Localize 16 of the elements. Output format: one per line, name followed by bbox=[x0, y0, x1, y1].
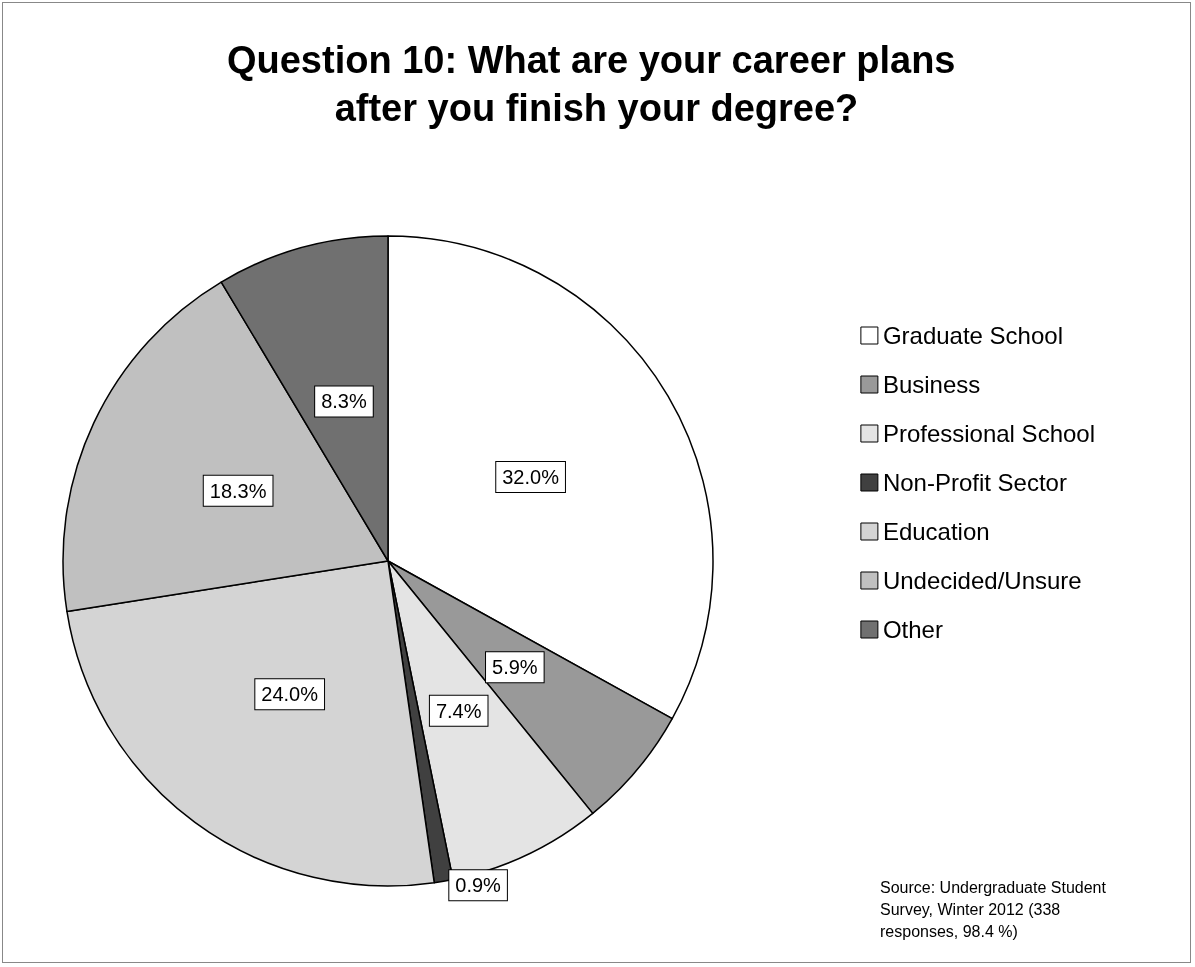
data-label: 8.3% bbox=[321, 390, 367, 413]
legend-label: Non-Profit Sector bbox=[882, 469, 1067, 496]
data-label: 32.0% bbox=[502, 466, 560, 489]
data-label: 7.4% bbox=[435, 699, 482, 722]
legend-label: Education bbox=[882, 518, 990, 545]
data-label: 5.9% bbox=[492, 656, 538, 679]
data-label: 18.3% bbox=[209, 479, 267, 502]
source-note: Source: Undergraduate Student Survey, Winter 2012 (338 responses, 98.4 %) bbox=[880, 878, 1111, 940]
legend-label: Other bbox=[882, 616, 943, 643]
legend-label: Professional School bbox=[882, 420, 1095, 447]
legend-label: Undecided/Unsure bbox=[882, 567, 1082, 594]
data-label: 0.9% bbox=[455, 874, 502, 897]
chart-title: Question 10: What are your career plans after you finish your degree? bbox=[226, 39, 967, 129]
legend-label: Business bbox=[882, 371, 981, 398]
legend-label: Graduate School bbox=[882, 322, 1063, 349]
data-label: 24.0% bbox=[261, 683, 319, 706]
